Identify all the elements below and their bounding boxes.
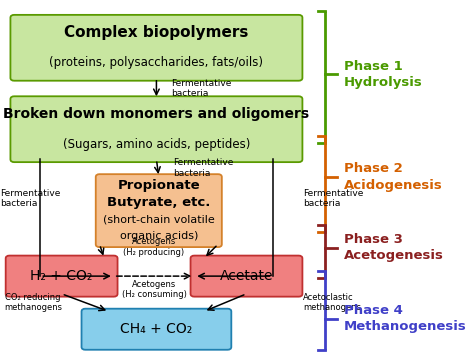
Text: Fermentative
bacteria: Fermentative bacteria [303,189,364,208]
Text: (Sugars, amino acids, peptides): (Sugars, amino acids, peptides) [63,138,250,151]
FancyBboxPatch shape [191,256,302,297]
FancyBboxPatch shape [10,15,302,81]
FancyBboxPatch shape [10,96,302,162]
Text: CO₂ reducing
methanogens: CO₂ reducing methanogens [5,293,63,312]
FancyBboxPatch shape [82,309,231,350]
Text: Butyrate, etc.: Butyrate, etc. [107,196,210,209]
Text: Complex biopolymers: Complex biopolymers [64,25,248,40]
Text: CH₄ + CO₂: CH₄ + CO₂ [120,322,192,336]
Text: Phase 3
Acetogenesis: Phase 3 Acetogenesis [344,233,444,262]
Text: Fermentative
bacteria: Fermentative bacteria [171,79,231,98]
Text: Propionate: Propionate [118,179,200,192]
Text: Acetoclastic
methanogens: Acetoclastic methanogens [303,293,361,312]
Text: organic acids): organic acids) [119,231,198,241]
Text: Acetogens
(H₂ producing): Acetogens (H₂ producing) [124,237,184,257]
FancyBboxPatch shape [6,256,118,297]
Text: H₂ + CO₂: H₂ + CO₂ [30,269,93,283]
Text: Broken down monomers and oligomers: Broken down monomers and oligomers [3,107,310,121]
Text: Phase 1
Hydrolysis: Phase 1 Hydrolysis [344,60,422,89]
Text: Acetogens
(H₂ consuming): Acetogens (H₂ consuming) [122,280,186,299]
FancyBboxPatch shape [96,174,222,247]
Text: (short-chain volatile: (short-chain volatile [103,214,215,224]
Text: Fermentative
bacteria: Fermentative bacteria [0,189,60,208]
Text: (proteins, polysaccharides, fats/oils): (proteins, polysaccharides, fats/oils) [49,56,264,69]
Text: Phase 2
Acidogenesis: Phase 2 Acidogenesis [344,162,442,192]
Text: Acetate: Acetate [220,269,273,283]
Text: Fermentative
bacteria: Fermentative bacteria [173,159,233,178]
Text: Phase 4
Methanogenesis: Phase 4 Methanogenesis [344,304,466,333]
